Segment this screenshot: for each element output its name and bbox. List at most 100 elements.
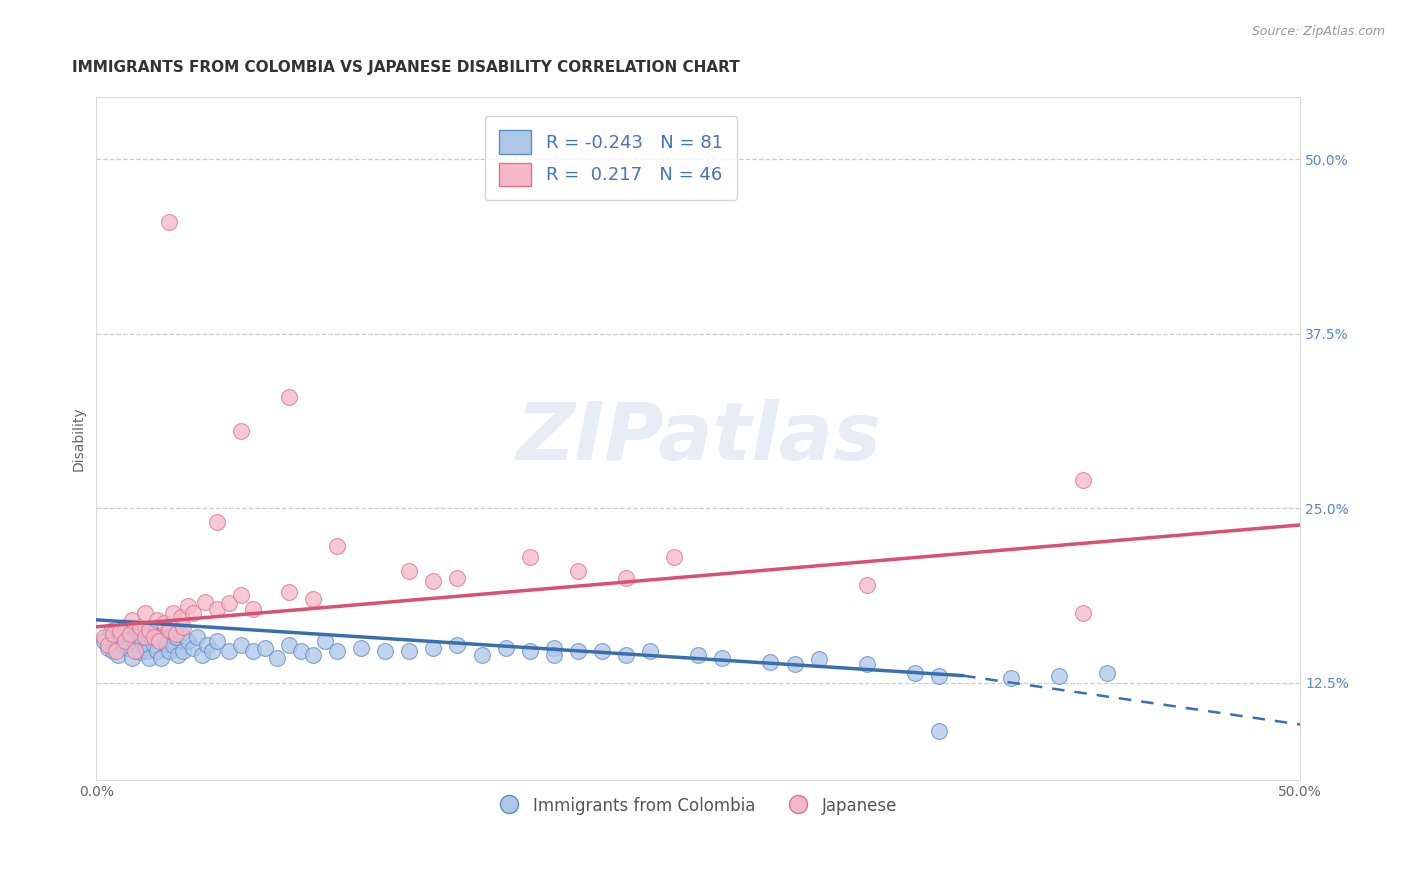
- Point: [143, 638, 166, 652]
- Point: [242, 643, 264, 657]
- Point: [128, 620, 150, 634]
- Point: [302, 648, 325, 662]
- Point: [242, 601, 264, 615]
- Point: [1097, 665, 1119, 680]
- Point: [326, 539, 349, 553]
- Point: [446, 571, 468, 585]
- Point: [194, 595, 217, 609]
- Point: [662, 549, 685, 564]
- Point: [120, 631, 142, 645]
- Point: [266, 650, 288, 665]
- Point: [134, 623, 156, 637]
- Point: [155, 636, 177, 650]
- Point: [495, 640, 517, 655]
- Point: [177, 599, 200, 613]
- Point: [104, 643, 127, 657]
- Point: [191, 648, 214, 662]
- Point: [169, 610, 191, 624]
- Point: [107, 648, 129, 662]
- Point: [114, 633, 136, 648]
- Point: [638, 643, 661, 657]
- Point: [93, 630, 115, 644]
- Point: [121, 613, 143, 627]
- Point: [103, 643, 125, 657]
- Point: [218, 596, 240, 610]
- Point: [374, 643, 396, 657]
- Text: IMMIGRANTS FROM COLOMBIA VS JAPANESE DISABILITY CORRELATION CHART: IMMIGRANTS FROM COLOMBIA VS JAPANESE DIS…: [72, 60, 740, 75]
- Point: [398, 643, 420, 657]
- Point: [711, 650, 734, 665]
- Point: [121, 620, 143, 634]
- Point: [172, 620, 194, 634]
- Point: [138, 623, 160, 637]
- Point: [121, 650, 143, 665]
- Point: [855, 657, 877, 672]
- Point: [138, 627, 160, 641]
- Point: [162, 638, 184, 652]
- Point: [131, 633, 153, 648]
- Point: [124, 643, 146, 657]
- Point: [110, 624, 132, 638]
- Point: [145, 620, 167, 634]
- Point: [114, 620, 136, 634]
- Point: [350, 640, 373, 655]
- Point: [783, 657, 806, 672]
- Point: [145, 643, 167, 657]
- Point: [111, 636, 134, 650]
- Point: [186, 630, 208, 644]
- Point: [150, 650, 173, 665]
- Point: [117, 640, 139, 655]
- Point: [591, 643, 613, 657]
- Point: [904, 665, 927, 680]
- Point: [103, 627, 125, 641]
- Point: [567, 643, 589, 657]
- Point: [97, 638, 120, 652]
- Point: [195, 638, 218, 652]
- Point: [229, 425, 252, 439]
- Point: [855, 578, 877, 592]
- Point: [169, 627, 191, 641]
- Point: [519, 549, 541, 564]
- Point: [127, 627, 149, 641]
- Point: [218, 643, 240, 657]
- Point: [928, 724, 950, 739]
- Point: [128, 624, 150, 638]
- Point: [104, 630, 127, 644]
- Point: [100, 624, 122, 638]
- Point: [422, 640, 444, 655]
- Point: [172, 643, 194, 657]
- Point: [157, 623, 180, 637]
- Point: [205, 633, 228, 648]
- Point: [157, 215, 180, 229]
- Legend: Immigrants from Colombia, Japanese: Immigrants from Colombia, Japanese: [491, 789, 905, 823]
- Point: [135, 643, 157, 657]
- Point: [229, 638, 252, 652]
- Point: [148, 633, 170, 648]
- Point: [177, 633, 200, 648]
- Point: [138, 650, 160, 665]
- Point: [148, 630, 170, 644]
- Point: [567, 564, 589, 578]
- Point: [134, 630, 156, 644]
- Point: [201, 643, 224, 657]
- Point: [145, 613, 167, 627]
- Point: [124, 633, 146, 648]
- Point: [302, 591, 325, 606]
- Point: [398, 564, 420, 578]
- Point: [614, 571, 637, 585]
- Point: [152, 627, 174, 641]
- Point: [688, 648, 710, 662]
- Point: [205, 601, 228, 615]
- Point: [167, 648, 190, 662]
- Point: [181, 640, 204, 655]
- Point: [1047, 668, 1070, 682]
- Point: [290, 643, 312, 657]
- Text: ZIPatlas: ZIPatlas: [516, 400, 880, 477]
- Point: [181, 606, 204, 620]
- Point: [1000, 672, 1022, 686]
- Point: [205, 515, 228, 529]
- Point: [134, 640, 156, 655]
- Point: [253, 640, 276, 655]
- Point: [110, 627, 132, 641]
- Point: [1073, 473, 1095, 487]
